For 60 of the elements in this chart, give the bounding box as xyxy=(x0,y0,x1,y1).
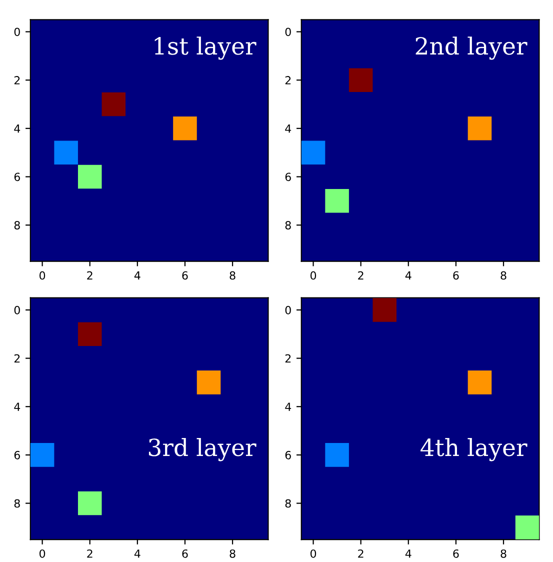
point xyxy=(372,298,396,322)
y-tick-label: 6 xyxy=(285,172,291,182)
point xyxy=(30,443,54,467)
point xyxy=(468,116,492,140)
point xyxy=(325,189,349,213)
point xyxy=(348,68,373,92)
text: 1st layer xyxy=(154,36,256,60)
x-tick-label: 0 xyxy=(310,549,316,558)
point xyxy=(515,516,540,540)
x-tick-label: 4 xyxy=(134,271,140,280)
x-tick-label: 4 xyxy=(405,271,412,280)
x-tick-label: 0 xyxy=(40,271,46,280)
point xyxy=(102,92,126,116)
y-tick-label: 0 xyxy=(285,306,291,314)
x-tick-label: 4 xyxy=(405,550,412,558)
y-tick-label: 2 xyxy=(285,354,291,362)
point xyxy=(196,370,221,394)
y-tick-label: 2 xyxy=(14,76,20,84)
x-tick-label: 6 xyxy=(453,271,459,280)
point xyxy=(173,116,197,140)
y-tick-label: 8 xyxy=(14,499,20,508)
text: 3rd layer xyxy=(148,438,256,462)
x-tick-label: 2 xyxy=(358,271,364,280)
y-tick-label: 6 xyxy=(14,450,20,460)
x-tick-label: 2 xyxy=(358,549,364,558)
y-tick-label: 4 xyxy=(14,124,20,133)
y-tick-label: 4 xyxy=(285,402,292,411)
x-tick-label: 2 xyxy=(87,549,92,558)
y-tick-label: 8 xyxy=(285,499,291,508)
x-tick-label: 8 xyxy=(500,271,506,280)
text: 2nd layer xyxy=(416,36,528,60)
y-tick-label: 2 xyxy=(14,354,20,362)
x-tick-label: 4 xyxy=(134,550,140,558)
text: 4th layer xyxy=(420,438,528,462)
point xyxy=(78,322,102,346)
x-tick-label: 0 xyxy=(310,271,316,280)
x-tick-label: 0 xyxy=(40,549,46,558)
y-tick-label: 0 xyxy=(14,28,20,36)
y-tick-label: 2 xyxy=(285,76,291,84)
point xyxy=(325,443,349,467)
x-tick-label: 8 xyxy=(230,549,236,558)
x-tick-label: 2 xyxy=(87,271,92,280)
x-tick-label: 8 xyxy=(500,549,506,558)
point xyxy=(78,164,102,189)
x-tick-label: 8 xyxy=(230,271,236,280)
point xyxy=(54,140,78,164)
y-tick-label: 0 xyxy=(14,306,20,314)
y-tick-label: 4 xyxy=(14,402,20,411)
x-tick-label: 6 xyxy=(182,549,188,558)
y-tick-label: 6 xyxy=(285,450,291,460)
y-tick-label: 8 xyxy=(285,221,291,230)
y-tick-label: 4 xyxy=(285,124,292,133)
x-tick-label: 6 xyxy=(453,549,459,558)
point xyxy=(468,370,492,394)
point xyxy=(301,140,326,164)
y-tick-label: 6 xyxy=(14,172,20,182)
y-tick-label: 0 xyxy=(285,28,291,36)
y-tick-label: 8 xyxy=(14,221,20,230)
point xyxy=(78,491,102,516)
x-tick-label: 6 xyxy=(182,271,188,280)
